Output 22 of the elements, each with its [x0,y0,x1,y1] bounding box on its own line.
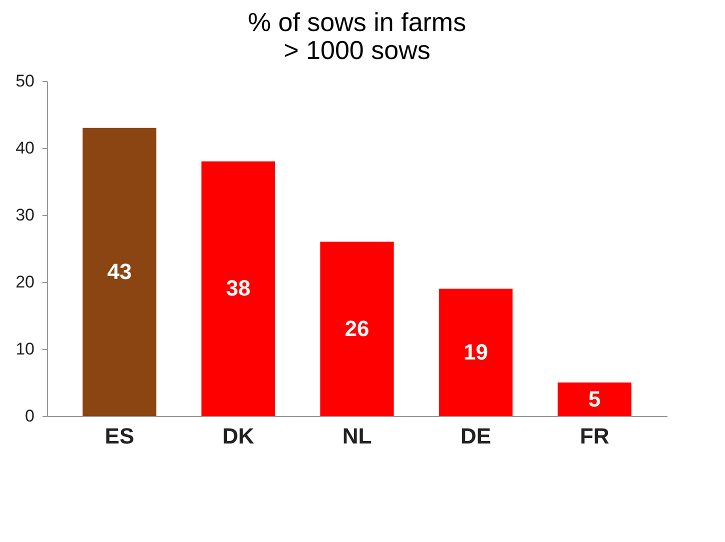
bar [201,161,276,416]
data-label: 26 [344,316,370,341]
y-tick-label: 20 [16,272,34,292]
chart-title: % of sows in farms > 1000 sows [248,7,466,65]
bar [558,382,632,416]
y-tick-label: 50 [16,72,34,90]
x-tick-label: DK [222,424,254,448]
bar [320,242,394,416]
x-tick-label: DE [460,424,492,448]
y-tick-label: 10 [16,340,34,358]
x-tick-label: NL [342,424,372,448]
bar [82,128,156,416]
y-tick-label: 40 [16,138,34,158]
x-tick-label: FR [580,424,610,448]
data-label: 19 [464,339,488,364]
data-label: 38 [226,276,250,301]
bar [438,288,513,416]
y-tick-label: 30 [16,206,34,224]
data-label: 5 [588,386,601,412]
x-tick-label: ES [104,424,134,448]
y-tick-label: 0 [25,406,34,426]
data-label: 43 [107,258,132,284]
